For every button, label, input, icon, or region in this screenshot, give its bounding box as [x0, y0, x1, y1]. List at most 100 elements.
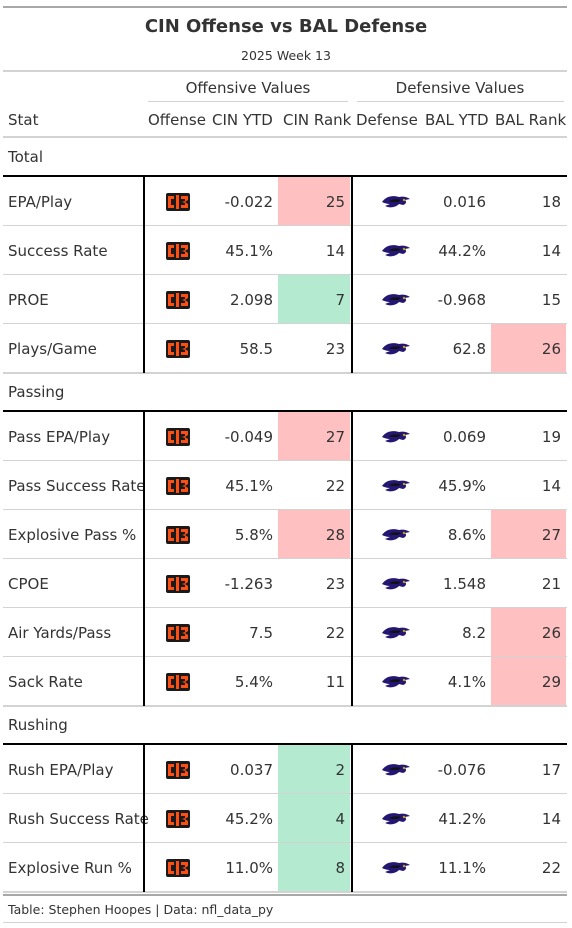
bal-ytd-value: -0.968: [437, 290, 486, 309]
bengals-logo-icon: [146, 226, 210, 275]
bengals-logo-icon: [146, 843, 210, 892]
bal-ytd-value: 44.2%: [438, 241, 486, 260]
cin-rank-value: 28: [325, 525, 345, 544]
table-row: Rush Success Rate 45.2% 4 41.2% 14: [0, 794, 572, 843]
table-row: Plays/Game 58.5 23 62.8 26: [0, 324, 572, 374]
cin-rank-highlight: [278, 794, 350, 842]
cin-ytd-value: -0.049: [224, 427, 273, 446]
bengals-logo-icon: [146, 657, 210, 706]
bal-rank-value: 27: [541, 525, 561, 544]
bal-ytd-value: 4.1%: [447, 672, 486, 691]
row-divider: [3, 793, 567, 794]
row-divider: [3, 509, 567, 510]
cin-rank-value: 22: [325, 476, 345, 495]
stat-label: Sack Rate: [8, 672, 83, 691]
stat-label: Success Rate: [8, 241, 108, 260]
cin-rank-value: 8: [335, 858, 345, 877]
table-row: Sack Rate 5.4% 11 4.1% 29: [0, 657, 572, 707]
cin-ytd-value: -0.022: [224, 192, 273, 211]
bal-rank-value: 26: [541, 339, 561, 358]
ravens-logo-icon: [353, 510, 439, 559]
cin-rank-value: 2: [335, 760, 345, 779]
row-divider: [3, 607, 567, 608]
row-divider: [3, 705, 567, 707]
cin-ytd-value: 45.1%: [225, 241, 273, 260]
bal-ytd-value: 1.548: [443, 574, 486, 593]
defense-column-rule: [351, 743, 353, 892]
bal-ytd-value: 0.016: [443, 192, 486, 211]
stat-label: Explosive Run %: [8, 858, 132, 877]
row-divider: [3, 225, 567, 226]
cin-rank-value: 4: [335, 809, 345, 828]
table-row: Success Rate 45.1% 14 44.2% 14: [0, 226, 572, 275]
bal-ytd-value: 8.2: [462, 623, 486, 642]
table-bottom-border: [3, 894, 567, 896]
cin-rank-value: 14: [325, 241, 345, 260]
ravens-logo-icon: [353, 745, 439, 794]
col-label-cin-rank: CIN Rank: [283, 111, 352, 129]
cin-rank-value: 22: [325, 623, 345, 642]
offense-column-rule: [143, 410, 145, 706]
stat-label: Air Yards/Pass: [8, 623, 112, 642]
defense-column-rule: [351, 410, 353, 706]
defense-column-rule: [351, 175, 353, 373]
bal-ytd-value: 8.6%: [447, 525, 486, 544]
cin-ytd-value: -1.263: [224, 574, 273, 593]
footer-bottom-border: [3, 922, 567, 923]
cin-ytd-value: 0.037: [230, 760, 273, 779]
stat-label: Rush Success Rate: [8, 809, 149, 828]
cin-rank-value: 11: [325, 672, 345, 691]
spanner-offense-underline: [148, 101, 348, 102]
table-row: Air Yards/Pass 7.5 22 8.2 26: [0, 608, 572, 657]
bal-rank-value: 29: [541, 672, 561, 691]
cin-rank-value: 25: [325, 192, 345, 211]
table-row: Pass Success Rate 45.1% 22 45.9% 14: [0, 461, 572, 510]
row-divider: [3, 842, 567, 843]
table-row: Explosive Pass % 5.8% 28 8.6% 27: [0, 510, 572, 559]
bal-rank-value: 14: [541, 241, 561, 260]
ravens-logo-icon: [353, 177, 439, 226]
bal-rank-value: 21: [541, 574, 561, 593]
row-divider: [3, 460, 567, 461]
bal-ytd-value: 11.1%: [438, 858, 486, 877]
stat-label: Pass Success Rate: [8, 476, 146, 495]
stat-label: Rush EPA/Play: [8, 760, 114, 779]
cin-ytd-value: 5.4%: [234, 672, 273, 691]
bal-rank-value: 15: [541, 290, 561, 309]
bengals-logo-icon: [146, 608, 210, 657]
ravens-logo-icon: [353, 412, 439, 461]
table-source-note: Table: Stephen Hoopes | Data: nfl_data_p…: [8, 902, 274, 917]
cin-rank-highlight: [278, 843, 350, 891]
cin-ytd-value: 45.1%: [225, 476, 273, 495]
bal-ytd-value: -0.076: [437, 760, 486, 779]
cin-rank-value: 7: [335, 290, 345, 309]
bengals-logo-icon: [146, 461, 210, 510]
ravens-logo-icon: [353, 657, 439, 706]
stat-label: CPOE: [8, 574, 49, 593]
ravens-logo-icon: [353, 226, 439, 275]
offense-column-rule: [143, 743, 145, 892]
spanner-offensive-values: Offensive Values: [185, 79, 311, 97]
bal-rank-highlight: [491, 657, 566, 705]
ravens-logo-icon: [353, 608, 439, 657]
bal-ytd-value: 0.069: [443, 427, 486, 446]
table-title: CIN Offense vs BAL Defense: [144, 16, 428, 37]
stat-label: EPA/Play: [8, 192, 73, 211]
bal-rank-value: 22: [541, 858, 561, 877]
bal-ytd-value: 41.2%: [438, 809, 486, 828]
row-divider: [3, 274, 567, 275]
bengals-logo-icon: [146, 412, 210, 461]
bengals-logo-icon: [146, 177, 210, 226]
table-row: Pass EPA/Play -0.049 27 0.069 19: [0, 412, 572, 461]
table-subtitle: 2025 Week 13: [241, 48, 331, 63]
cin-rank-highlight: [278, 510, 350, 558]
col-label-bal-ytd: BAL YTD: [425, 111, 489, 129]
bal-rank-value: 26: [541, 623, 561, 642]
column-header-bottom-border: [3, 136, 567, 138]
row-group-label: Passing: [8, 383, 65, 401]
stat-label: PROE: [8, 290, 49, 309]
bengals-logo-icon: [146, 745, 210, 794]
bal-rank-highlight: [491, 608, 566, 656]
bal-rank-value: 17: [541, 760, 561, 779]
bal-rank-value: 14: [541, 809, 561, 828]
